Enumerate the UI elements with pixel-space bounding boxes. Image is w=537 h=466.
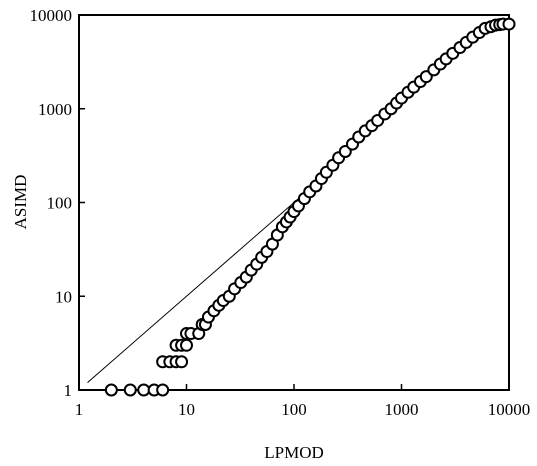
data-point: [502, 17, 516, 31]
x-tick-label: 10: [178, 400, 195, 419]
y-tick-label: 10000: [30, 6, 73, 25]
data-point: [156, 383, 170, 397]
x-axis: 1 10 100 1000 10000: [75, 384, 531, 419]
x-tick-label: 100: [281, 400, 307, 419]
data-point: [175, 355, 189, 369]
y-axis: 1 10 100 1000 10000: [30, 6, 85, 400]
y-axis-title: ASIMD: [11, 175, 30, 230]
x-tick-label: 10000: [488, 400, 531, 419]
y-tick-label: 10: [55, 287, 72, 306]
y-tick-label: 1000: [38, 100, 72, 119]
data-point: [180, 338, 193, 352]
data-point: [137, 383, 151, 397]
data-point: [104, 383, 118, 397]
data-point: [123, 383, 137, 397]
x-tick-label: 1: [75, 400, 84, 419]
y-tick-label: 100: [47, 194, 73, 213]
x-tick-label: 1000: [385, 400, 419, 419]
data-points: [104, 17, 516, 397]
y-tick-label: 1: [64, 381, 73, 400]
reference-line-y-equals-x: [87, 173, 327, 383]
x-axis-title: LPMOD: [264, 443, 324, 462]
